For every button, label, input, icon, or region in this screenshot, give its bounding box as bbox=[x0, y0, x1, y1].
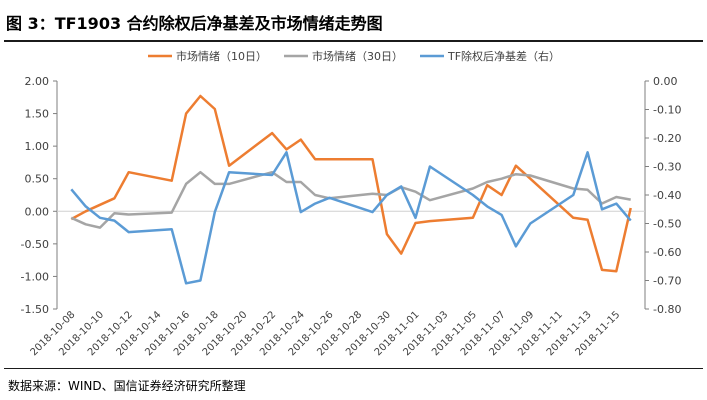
legend-label-1: 市场情绪（10日） bbox=[176, 49, 267, 63]
left-y-tick-label: -1.50 bbox=[21, 303, 49, 316]
left-y-tick-label: 0.50 bbox=[25, 173, 50, 186]
right-y-tick-label: -0.10 bbox=[653, 104, 681, 117]
legend-label-3: TF除权后净基差（右） bbox=[447, 49, 560, 63]
left-y-tick-label: 1.50 bbox=[25, 108, 50, 121]
right-y-tick-label: -0.40 bbox=[653, 189, 681, 202]
legend: 市场情绪（10日） 市场情绪（30日） TF除权后净基差（右） bbox=[148, 49, 560, 63]
legend-label-2: 市场情绪（30日） bbox=[312, 49, 403, 63]
right-y-tick-label: -0.70 bbox=[653, 275, 681, 288]
source-note: 数据来源：WIND、国信证券经济研究所整理 bbox=[8, 379, 246, 393]
figure-title: 图 3：TF1903 合约除权后净基差及市场情绪走势图 bbox=[6, 14, 383, 33]
source-divider bbox=[4, 368, 703, 369]
left-y-tick-label: 0.00 bbox=[25, 205, 50, 218]
left-y-tick-label: -1.00 bbox=[21, 270, 49, 283]
left-y-tick-label: -0.50 bbox=[21, 238, 49, 251]
left-y-tick-label: 1.00 bbox=[25, 140, 50, 153]
right-y-tick-label: -0.60 bbox=[653, 246, 681, 259]
left-y-tick-label: 2.00 bbox=[25, 75, 50, 88]
title-divider bbox=[4, 40, 703, 42]
series-line-3 bbox=[70, 151, 632, 285]
right-y-tick-label: -0.20 bbox=[653, 132, 681, 145]
right-y-tick-label: -0.80 bbox=[653, 303, 681, 316]
figure-title-bar: 图 3：TF1903 合约除权后净基差及市场情绪走势图 bbox=[4, 4, 703, 42]
right-y-tick-label: -0.30 bbox=[653, 161, 681, 174]
line-chart: 2.00 1.50 1.00 0.50 0.00 -0.50 -1.00 -1.50 0.00 -… bbox=[21, 49, 682, 358]
series-line-2 bbox=[70, 170, 631, 229]
right-y-tick-label: -0.50 bbox=[653, 218, 681, 231]
right-y-tick-label: 0.00 bbox=[653, 75, 678, 88]
series-line-1 bbox=[70, 94, 632, 273]
